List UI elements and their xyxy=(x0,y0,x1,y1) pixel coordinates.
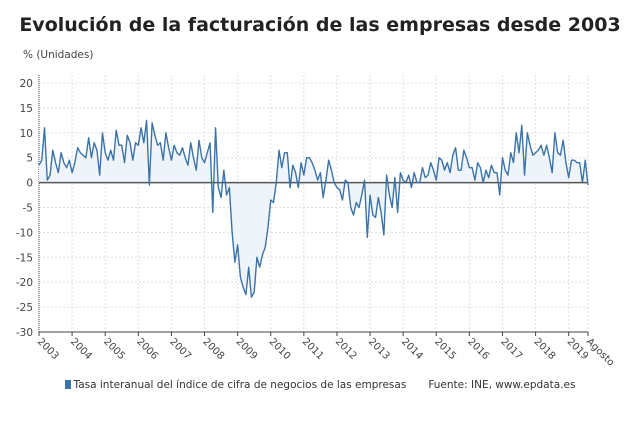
y-tick-label: 15 xyxy=(20,103,33,115)
x-tick-label: 2015 xyxy=(432,336,458,362)
legend-series-label: Tasa interanual del índice de cifra de n… xyxy=(73,379,407,391)
y-tick-label: -10 xyxy=(16,227,33,239)
x-tick-label: 2009 xyxy=(234,336,260,362)
y-tick-label: -15 xyxy=(16,252,33,264)
series-area xyxy=(39,120,588,298)
x-tick-label: 2007 xyxy=(167,336,193,362)
x-tick-label: 2017 xyxy=(498,336,524,362)
x-tick-label: 2018 xyxy=(531,336,557,362)
x-tick-label: 2013 xyxy=(366,336,392,362)
legend-swatch xyxy=(64,380,71,389)
x-tick-label: 2008 xyxy=(200,336,226,362)
series-line xyxy=(38,119,589,298)
y-tick-label: -5 xyxy=(23,203,33,215)
x-tick-label: 2012 xyxy=(333,336,359,362)
y-axis-label: % (Unidades) xyxy=(23,49,94,61)
y-tick-label: 10 xyxy=(20,128,33,140)
y-tick-label: -25 xyxy=(16,302,33,314)
x-tick-label: 2014 xyxy=(399,336,425,362)
x-tick-label: 2004 xyxy=(68,336,94,362)
x-tick-label: 2011 xyxy=(300,336,326,362)
x-tick-label: 2005 xyxy=(101,336,127,362)
y-tick-label: -30 xyxy=(16,327,33,339)
y-tick-label: -20 xyxy=(16,277,33,289)
x-tick-label: 2006 xyxy=(134,336,160,362)
x-tick-label: 2010 xyxy=(267,336,293,362)
chart-title: Evolución de la facturación de las empre… xyxy=(19,14,621,36)
y-tick-label: 5 xyxy=(26,153,33,165)
source-text: Fuente: INE, www.epdata.es xyxy=(428,379,576,391)
y-tick-label: 20 xyxy=(20,78,33,90)
x-tick-label: 2016 xyxy=(465,336,491,362)
legend: Tasa interanual del índice de cifra de n… xyxy=(0,379,640,391)
y-tick-label: 0 xyxy=(26,178,33,190)
x-tick-label: 2003 xyxy=(35,336,61,362)
